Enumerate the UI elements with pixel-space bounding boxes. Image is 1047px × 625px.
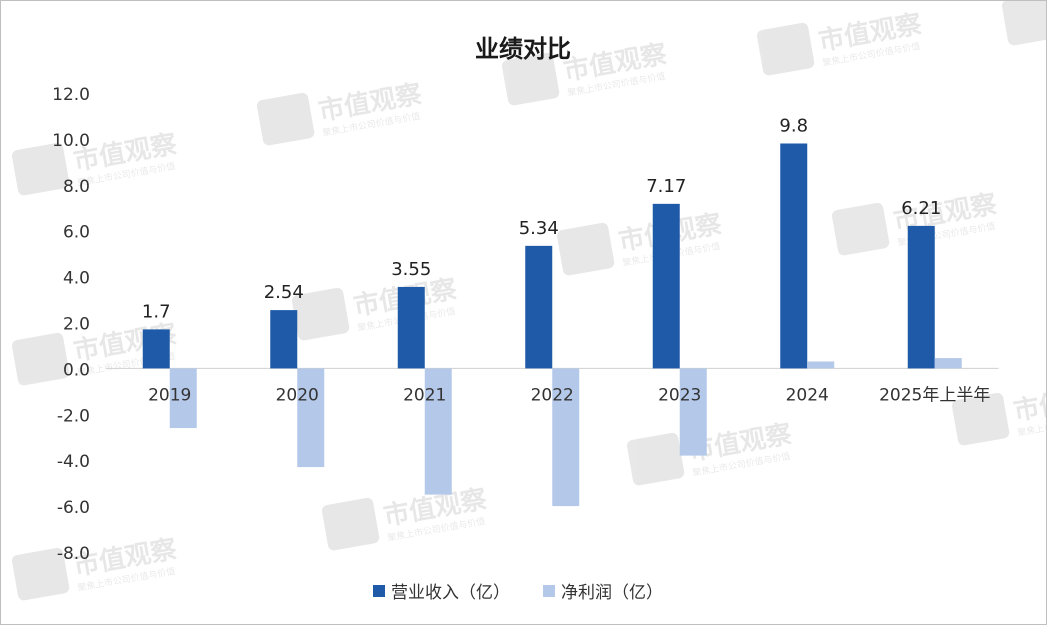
x-tick-label: 2023 [658,385,701,405]
data-label: 3.55 [391,259,431,280]
y-tick-label: 4.0 [63,269,90,289]
y-tick-label: -8.0 [57,544,90,564]
data-label: 5.34 [519,218,559,239]
svg-text:市值观察: 市值观察 [1011,378,1046,427]
bar-revenue [397,286,425,369]
bar-revenue [525,245,553,369]
bar-revenue [907,225,935,369]
y-tick-label: 2.0 [63,315,90,335]
bar-revenue [142,329,170,369]
x-tick-label: 2022 [531,385,574,405]
y-tick-label: 12.0 [52,85,90,105]
data-labels-layer: 1.7 2.54 3.55 5.34 7.17 9.8 6.21 [142,115,941,322]
y-tick-label: 8.0 [63,177,90,197]
x-tick-label: 2020 [276,385,319,405]
bar-net-profit [934,358,962,369]
data-label: 2.54 [264,282,304,303]
data-label: 7.17 [646,176,686,197]
bars-layer [142,143,962,507]
legend-label: 净利润（亿） [561,583,663,603]
x-axis: 2019 2020 2021 2022 2023 2024 2025年上半年 [148,385,990,405]
chart-title: 业绩对比 [475,35,571,63]
bar-revenue [780,143,808,369]
x-tick-label: 2021 [403,385,446,405]
y-tick-label: -2.0 [57,406,90,426]
legend: 营业收入（亿） 净利润（亿） [373,583,663,603]
legend-swatch [373,585,385,597]
bar-net-profit [679,368,707,456]
y-tick-label: 10.0 [52,131,90,151]
data-label: 9.8 [779,115,808,136]
bar-revenue [270,310,298,369]
bar-net-profit [297,368,325,468]
bar-net-profit [424,368,452,495]
data-label: 6.21 [901,198,941,219]
y-tick-label: 0.0 [63,360,90,380]
bar-revenue [652,203,680,369]
x-tick-label: 2019 [148,385,191,405]
y-tick-label: -4.0 [57,452,90,472]
x-tick-label: 2025年上半年 [879,385,990,405]
bar-net-profit [552,368,580,507]
y-axis: 12.0 10.0 8.0 6.0 4.0 2.0 0.0 -2.0 -4.0 -6.0 -8.0 [52,85,90,564]
bar-net-profit [169,368,197,429]
x-tick-label: 2024 [786,385,829,405]
legend-label: 营业收入（亿） [391,583,510,603]
legend-swatch [543,585,555,597]
y-tick-label: -6.0 [57,498,90,518]
bar-net-profit [807,361,835,369]
y-tick-label: 6.0 [63,223,90,243]
data-label: 1.7 [142,301,171,322]
